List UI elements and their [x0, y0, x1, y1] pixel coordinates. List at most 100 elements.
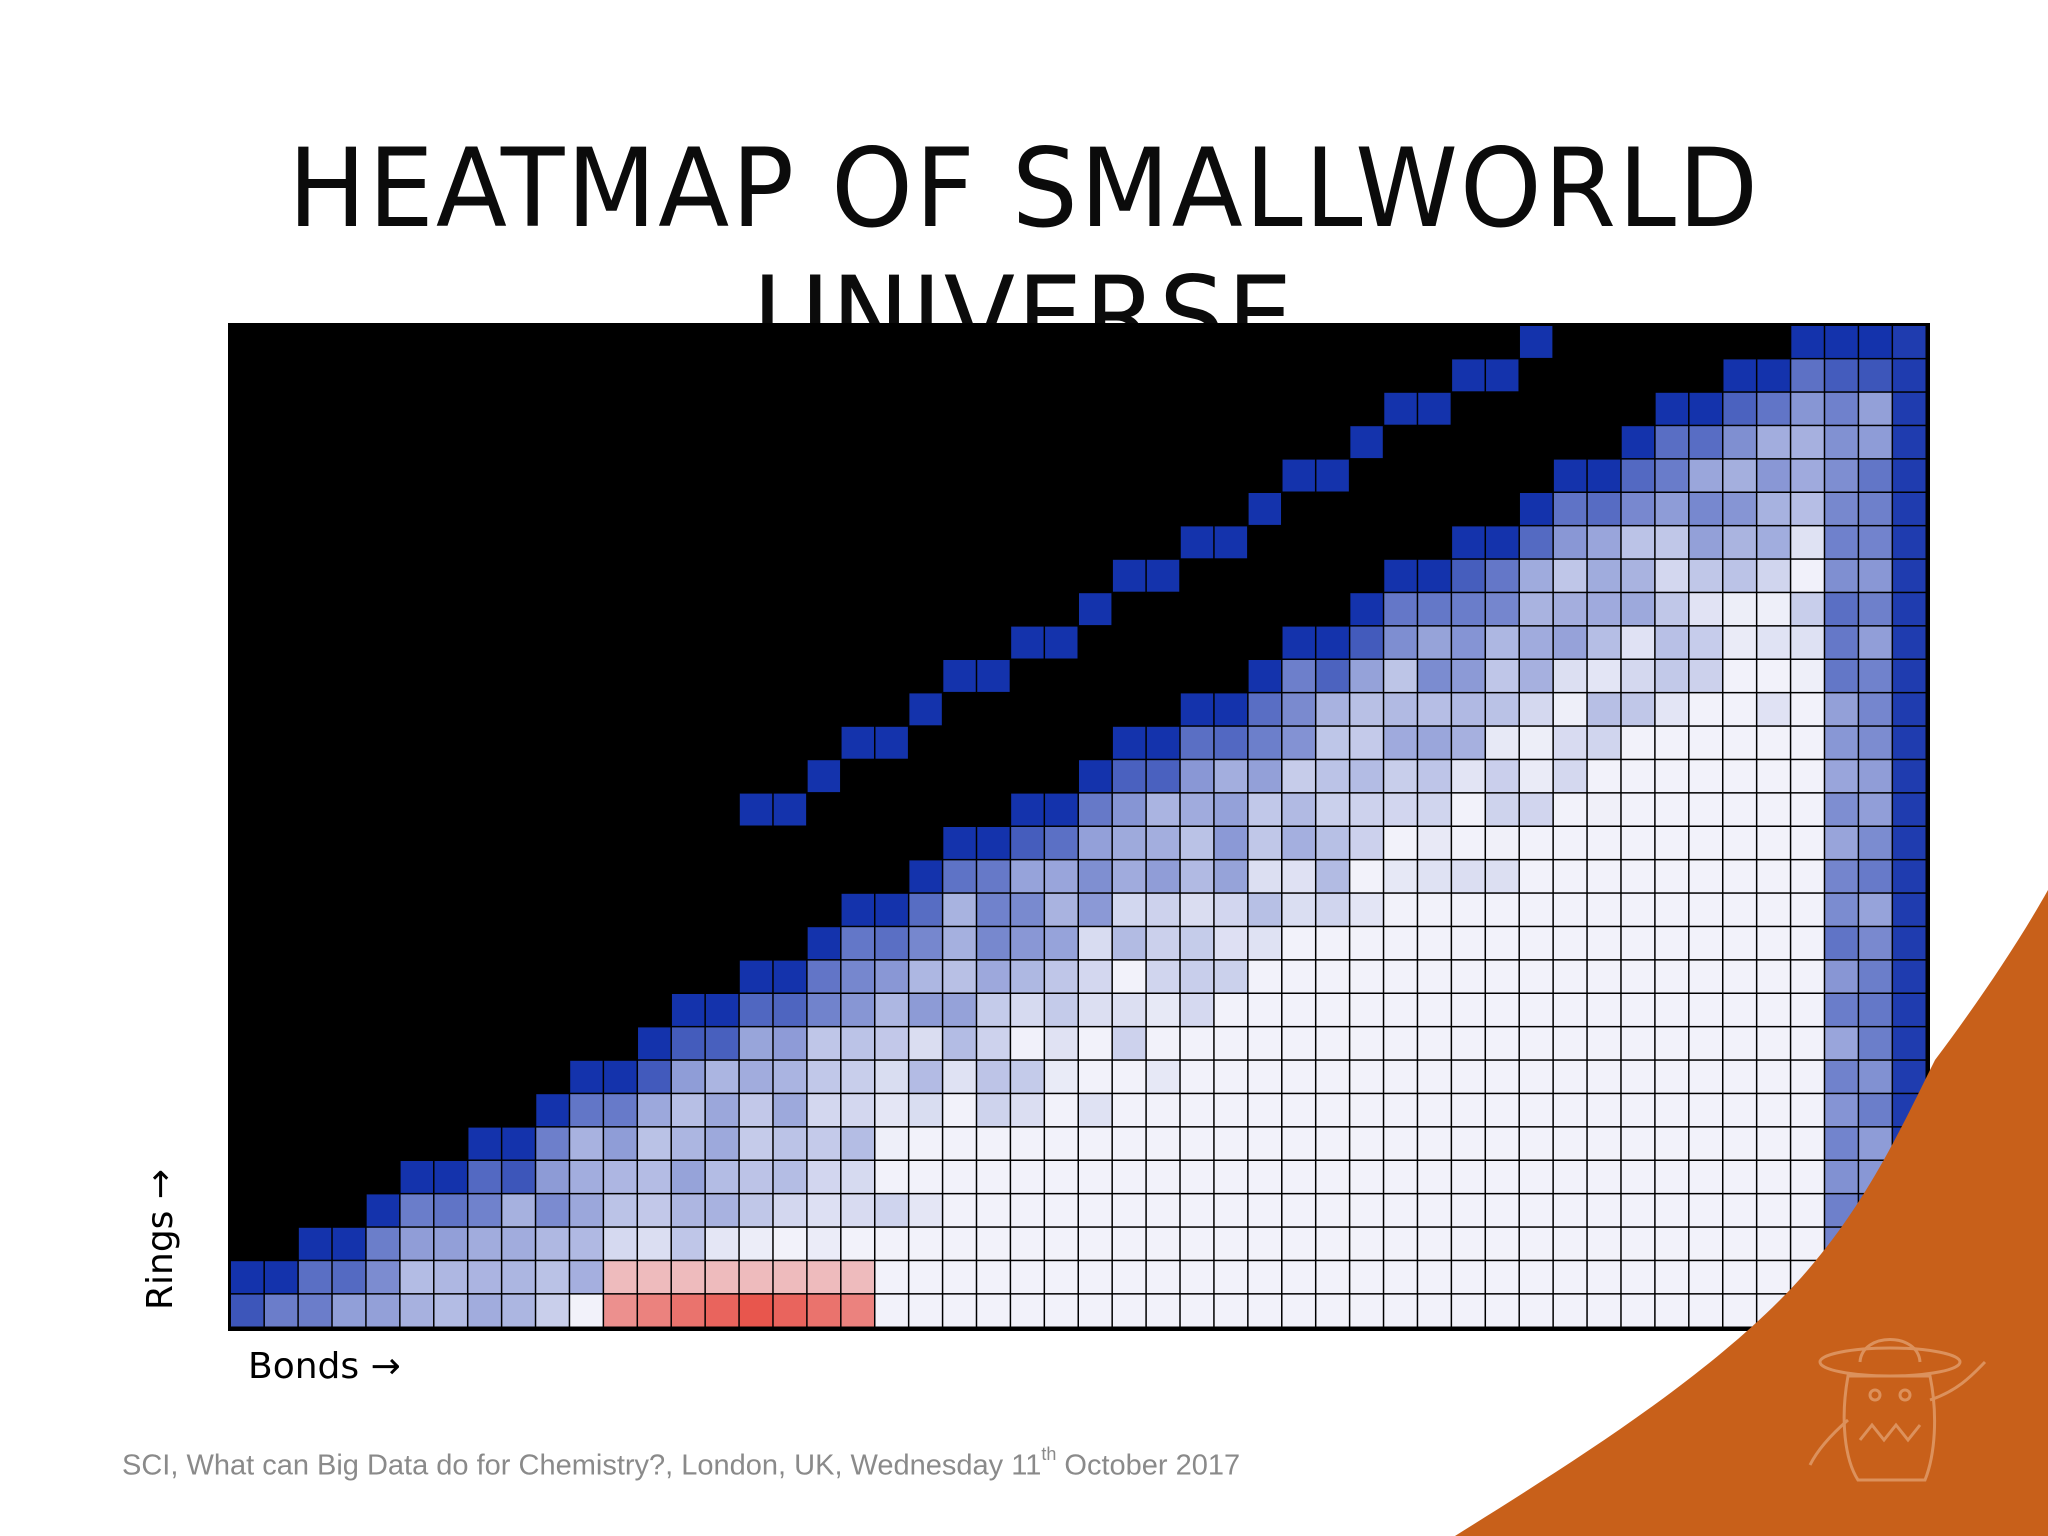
heatmap-cell	[1723, 1294, 1756, 1327]
heatmap-cell	[1825, 392, 1858, 425]
heatmap-cell	[1519, 760, 1553, 793]
heatmap-cell	[231, 1294, 264, 1327]
heatmap-cell	[977, 893, 1010, 926]
heatmap-cell	[570, 1127, 603, 1160]
heatmap-cell	[1655, 860, 1689, 893]
heatmap-cell	[1723, 459, 1756, 492]
heatmap-cell	[1486, 1094, 1519, 1127]
heatmap-cell	[1791, 459, 1824, 492]
heatmap-cell	[1384, 660, 1417, 692]
heatmap-cell	[1893, 960, 1926, 993]
heatmap-cell	[1384, 1227, 1417, 1260]
heatmap-cell	[977, 1194, 1010, 1227]
heatmap-cell	[1180, 927, 1214, 960]
heatmap-cell	[841, 893, 874, 926]
heatmap-cell	[1146, 1027, 1180, 1060]
heatmap-cell	[1655, 1261, 1689, 1294]
heatmap-cell	[1723, 994, 1756, 1026]
heatmap-cell	[909, 960, 942, 993]
heatmap-cell	[1486, 960, 1519, 993]
heatmap-cell	[1587, 1127, 1621, 1160]
heatmap-cell	[1553, 1261, 1587, 1294]
heatmap-cell	[1079, 760, 1112, 793]
heatmap-cell	[807, 1027, 841, 1060]
heatmap-cell	[1893, 392, 1926, 425]
heatmap-cell	[1418, 660, 1451, 692]
heatmap-cell	[1418, 693, 1451, 726]
heatmap-cell	[1757, 493, 1790, 525]
heatmap-cell	[638, 1227, 671, 1260]
heatmap-cell	[1486, 1060, 1519, 1093]
heatmap-cell	[1384, 1294, 1417, 1327]
heatmap-cell	[671, 1194, 705, 1227]
heatmap-cell	[1214, 860, 1248, 893]
heatmap-cell	[1757, 994, 1790, 1026]
heatmap-cell	[1757, 359, 1790, 392]
heatmap-cell	[943, 1060, 976, 1093]
heatmap-cell	[1621, 1294, 1655, 1327]
heatmap-cell	[1859, 726, 1892, 759]
heatmap-cell	[1621, 760, 1655, 793]
heatmap-cell	[1553, 1127, 1587, 1160]
heatmap-cell	[1350, 660, 1383, 692]
heatmap-cell	[1723, 793, 1756, 826]
heatmap-cell	[1723, 1261, 1756, 1294]
heatmap-cell	[1893, 526, 1926, 559]
heatmap-cell	[1587, 927, 1621, 960]
heatmap-cell	[1011, 994, 1044, 1026]
heatmap-cell	[875, 1294, 908, 1327]
heatmap-cell	[1757, 760, 1790, 793]
heatmap-cell	[1011, 1294, 1044, 1327]
heatmap-cell	[909, 927, 942, 960]
heatmap-cell	[1214, 1060, 1248, 1093]
heatmap-cell	[1689, 1227, 1722, 1260]
heatmap-cell	[1486, 726, 1519, 759]
heatmap-cell	[1553, 893, 1587, 926]
heatmap-cell	[1655, 893, 1689, 926]
heatmap-cell	[1825, 1027, 1858, 1060]
heatmap-cell	[1350, 927, 1383, 960]
heatmap-cell	[1079, 1261, 1112, 1294]
heatmap-cell	[1655, 493, 1689, 525]
heatmap-cell	[1655, 593, 1689, 626]
heatmap-cell	[1180, 1227, 1214, 1260]
heatmap-cell	[1384, 693, 1417, 726]
heatmap-cell	[1519, 793, 1553, 826]
heatmap-cell	[502, 1127, 535, 1160]
heatmap-cell	[909, 1161, 942, 1193]
heatmap-cell	[1893, 726, 1926, 759]
heatmap-cell	[1045, 893, 1078, 926]
heatmap-cell	[1791, 392, 1824, 425]
heatmap-cell	[1689, 793, 1722, 826]
heatmap-cell	[638, 1161, 671, 1193]
heatmap-cell	[1112, 893, 1146, 926]
heatmap-cell	[604, 1161, 637, 1193]
heatmap-cell	[1248, 693, 1282, 726]
heatmap-cell	[1248, 1161, 1282, 1193]
heatmap-cell	[366, 1294, 400, 1327]
heatmap-cell	[1452, 1227, 1485, 1260]
heatmap-cell	[705, 1227, 739, 1260]
heatmap-cell	[1825, 960, 1858, 993]
heatmap-cell	[1519, 860, 1553, 893]
heatmap-cell	[705, 1294, 739, 1327]
heatmap-cell	[1893, 927, 1926, 960]
heatmap-cell	[1350, 827, 1383, 859]
heatmap-cell	[1146, 1227, 1180, 1260]
heatmap-cell	[1757, 526, 1790, 559]
heatmap-cell	[1757, 392, 1790, 425]
heatmap-cell	[1214, 927, 1248, 960]
heatmap-cell	[1859, 392, 1892, 425]
heatmap-cell	[1079, 860, 1112, 893]
heatmap-cell	[909, 860, 942, 893]
heatmap-cell	[638, 1060, 671, 1093]
heatmap-cell	[773, 1261, 807, 1294]
heatmap-cell	[1418, 1294, 1451, 1327]
heatmap-cell	[1079, 1194, 1112, 1227]
heatmap-cell	[1248, 1227, 1282, 1260]
heatmap-cell	[1553, 1027, 1587, 1060]
heatmap-cell	[1112, 927, 1146, 960]
heatmap-cell	[1689, 626, 1722, 659]
heatmap-cell	[1180, 693, 1214, 726]
heatmap-cell	[1757, 1027, 1790, 1060]
